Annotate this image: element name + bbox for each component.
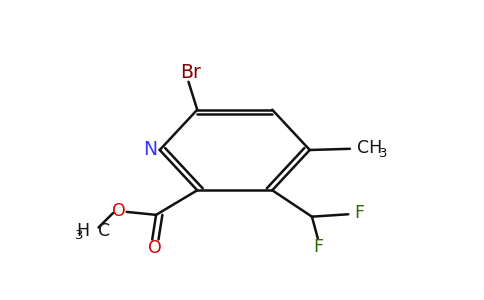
Text: Br: Br [181, 63, 201, 82]
Text: 3: 3 [379, 147, 388, 160]
Text: C: C [98, 222, 110, 240]
Text: 3: 3 [75, 230, 83, 242]
Text: O: O [112, 202, 126, 220]
Text: N: N [143, 140, 157, 159]
Text: CH: CH [357, 139, 382, 157]
Text: F: F [314, 238, 324, 256]
Text: O: O [148, 239, 162, 257]
Text: H: H [76, 222, 90, 240]
Text: F: F [354, 204, 364, 222]
